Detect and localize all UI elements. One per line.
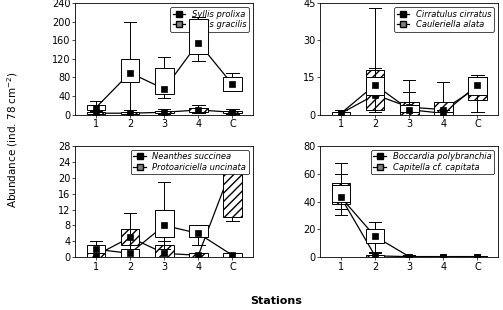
Bar xyxy=(155,245,174,257)
Bar xyxy=(331,112,350,115)
Bar xyxy=(87,112,105,114)
Bar xyxy=(155,68,174,94)
Bar xyxy=(331,112,350,115)
Bar xyxy=(189,108,208,112)
Bar xyxy=(223,253,242,257)
Bar xyxy=(366,70,384,110)
Legend: Syllis prolixa, Syllis gracilis: Syllis prolixa, Syllis gracilis xyxy=(170,7,249,32)
Bar xyxy=(189,253,208,257)
Bar xyxy=(400,256,418,257)
Legend: Cirratulus cirratus, Cauleriella alata: Cirratulus cirratus, Cauleriella alata xyxy=(394,7,494,32)
Bar xyxy=(400,105,418,112)
Text: Abundance (ind. 78 cm$^{-2}$): Abundance (ind. 78 cm$^{-2}$) xyxy=(5,71,20,208)
Bar xyxy=(366,255,384,257)
Bar xyxy=(223,162,242,218)
Bar xyxy=(87,105,105,110)
Bar xyxy=(434,256,453,257)
Bar xyxy=(468,256,487,257)
Bar xyxy=(434,256,453,257)
Bar xyxy=(189,225,208,237)
Bar xyxy=(434,102,453,112)
Bar xyxy=(155,210,174,237)
Text: Stations: Stations xyxy=(250,296,303,306)
Bar xyxy=(121,249,139,257)
Bar xyxy=(331,184,350,204)
Bar xyxy=(87,245,105,253)
Bar xyxy=(121,59,139,82)
Bar xyxy=(434,112,453,115)
Bar xyxy=(223,111,242,113)
Bar xyxy=(189,19,208,54)
Bar xyxy=(155,111,174,113)
Legend: Boccardia polybranchia, Capitella cf. capitata: Boccardia polybranchia, Capitella cf. ca… xyxy=(371,150,494,174)
Bar xyxy=(366,78,384,95)
Bar xyxy=(121,229,139,245)
Bar xyxy=(331,185,350,202)
Bar xyxy=(468,256,487,257)
Bar xyxy=(87,253,105,257)
Bar xyxy=(400,102,418,115)
Bar xyxy=(366,229,384,243)
Legend: Neanthes succinea, Protoariciella uncinata: Neanthes succinea, Protoariciella uncina… xyxy=(131,150,249,174)
Bar xyxy=(121,112,139,114)
Bar xyxy=(223,78,242,91)
Bar xyxy=(400,256,418,257)
Bar xyxy=(468,78,487,100)
Bar xyxy=(468,78,487,95)
